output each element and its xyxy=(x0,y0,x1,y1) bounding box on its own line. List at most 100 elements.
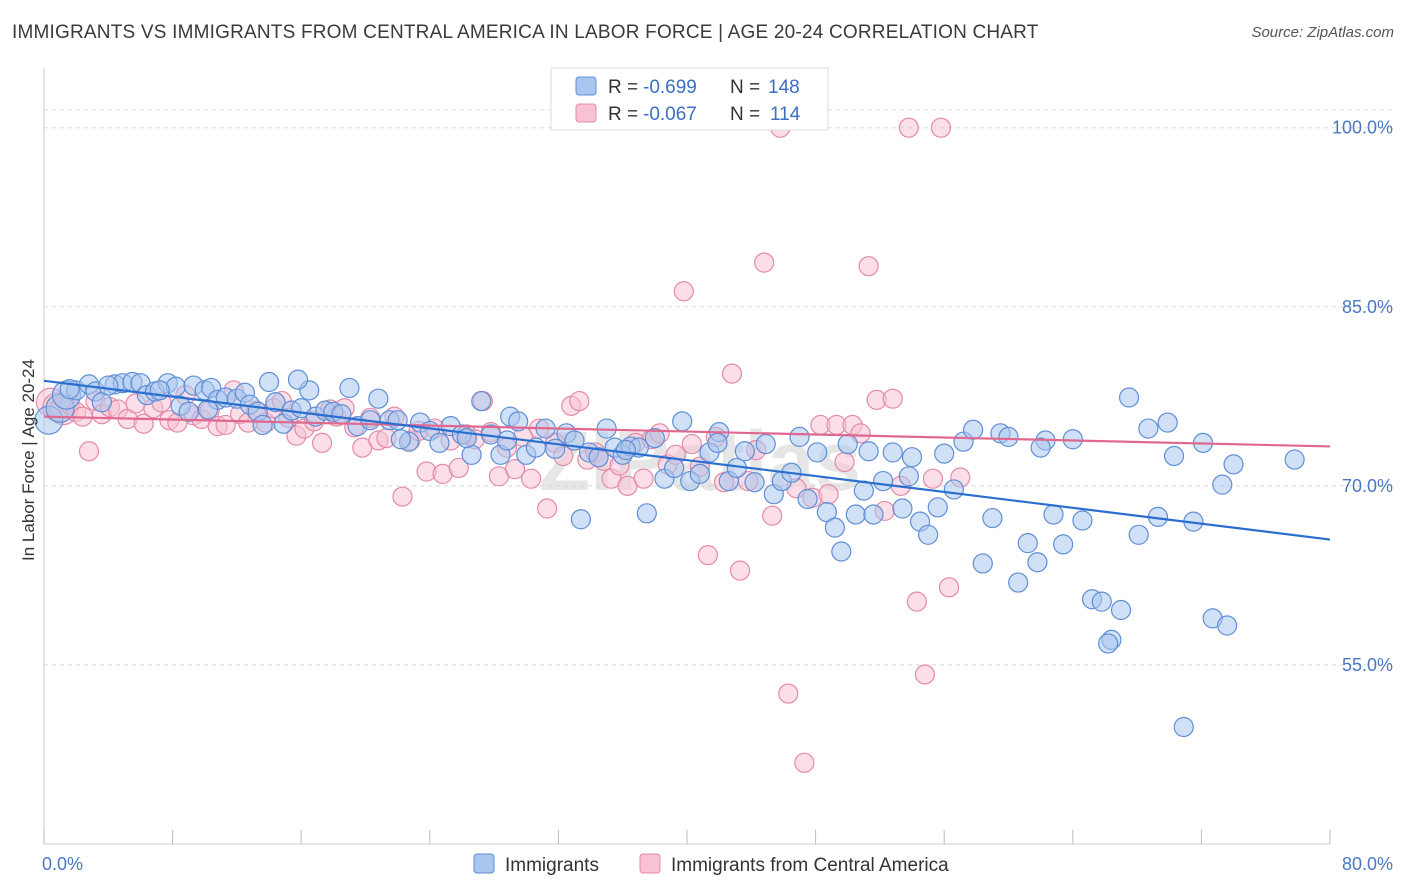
bottom-legend-swatch-blue xyxy=(473,853,495,874)
immigrants-point-72 xyxy=(664,457,685,479)
immigrants-point-99 xyxy=(901,447,923,468)
bottom-legend-central-america: Immigrants from Central America xyxy=(671,855,949,876)
immigrants-point-150 xyxy=(1284,449,1305,470)
immigrants-point-75 xyxy=(689,463,710,485)
immigrants-point-120 xyxy=(1091,591,1112,612)
immigrants-point-106 xyxy=(963,419,984,440)
y-tick-label-3: 100.0% xyxy=(1332,118,1393,138)
immigrants-point-63 xyxy=(588,447,609,468)
bottom-legend-immigrants: Immigrants xyxy=(505,855,599,876)
correlation-legend: R = -0.699 N = 148 R = -0.067 N = 114 xyxy=(550,67,829,131)
immigrants-point-111 xyxy=(1008,572,1029,593)
central-america-point-52 xyxy=(448,457,469,479)
central-america-point-91 xyxy=(762,505,783,526)
immigrants-point-91 xyxy=(831,541,852,562)
immigrants-point-146 xyxy=(898,466,919,487)
immigrants-point-80 xyxy=(734,441,755,462)
immigrants-point-139 xyxy=(287,369,309,390)
y-tick-label-2: 85.0% xyxy=(1342,297,1393,317)
immigrants-point-149 xyxy=(1217,615,1238,636)
central-america-point-87 xyxy=(729,560,751,581)
immigrants-point-92 xyxy=(837,433,858,455)
source-label: Source: ZipAtlas.com xyxy=(1251,24,1394,41)
immigrants-point-143 xyxy=(615,439,637,461)
immigrants-point-147 xyxy=(1030,437,1051,458)
legend-r-label-blue: R = xyxy=(608,77,638,98)
immigrants-point-133 xyxy=(1212,474,1233,495)
x-tick-label-0: 0.0% xyxy=(42,854,83,874)
central-america-point-112 xyxy=(930,117,952,138)
central-america-point-86 xyxy=(721,363,743,384)
central-america-point-110 xyxy=(914,664,936,685)
immigrants-point-88 xyxy=(807,442,828,463)
central-america-point-75 xyxy=(633,468,654,489)
central-america-point-83 xyxy=(697,544,718,566)
legend-n-value-blue: 148 xyxy=(768,77,800,98)
immigrants-point-70 xyxy=(644,427,665,449)
immigrants-point-93 xyxy=(845,504,866,525)
immigrants-point-98 xyxy=(892,498,913,519)
legend-n-label-blue: N = xyxy=(730,77,760,98)
central-america-point-111 xyxy=(922,468,944,489)
immigrants-point-101 xyxy=(918,524,939,545)
immigrants-point-16 xyxy=(178,401,199,422)
immigrants-point-116 xyxy=(1053,534,1074,555)
central-america-point-109 xyxy=(906,591,927,612)
immigrants-point-90 xyxy=(824,517,845,538)
axes xyxy=(43,68,1331,845)
immigrants-point-125 xyxy=(1138,418,1159,439)
immigrants-point-115 xyxy=(1043,504,1064,525)
immigrants-point-118 xyxy=(1072,510,1093,531)
immigrants-point-95 xyxy=(863,504,884,525)
immigrants-point-36 xyxy=(331,404,352,425)
immigrants-point-144 xyxy=(707,432,728,453)
central-america-point-59 xyxy=(504,459,526,480)
immigrants-point-37 xyxy=(339,377,360,399)
bottom-legend-swatch-pink xyxy=(639,853,661,874)
central-america-point-93 xyxy=(778,683,799,704)
immigrants-point-136 xyxy=(98,375,119,396)
immigrants-point-73 xyxy=(672,411,693,432)
central-america-point-98 xyxy=(818,484,839,505)
immigrants-point-69 xyxy=(636,503,657,524)
immigrants-point-27 xyxy=(258,371,280,393)
central-america-point-6 xyxy=(78,441,100,462)
central-america-point-100 xyxy=(834,451,855,473)
immigrants-point-97 xyxy=(882,442,903,463)
immigrants-point-124 xyxy=(1128,524,1149,545)
central-america-point-67 xyxy=(569,390,590,412)
y-tick-labels: 55.0% 70.0% 85.0% 100.0% xyxy=(1332,118,1393,675)
central-america-point-80 xyxy=(673,281,694,302)
immigrants-point-110 xyxy=(998,426,1019,447)
immigrants-point-123 xyxy=(1118,387,1140,408)
immigrants-point-46 xyxy=(429,432,450,453)
immigrants-point-104 xyxy=(943,479,964,500)
immigrants-point-50 xyxy=(471,390,492,412)
immigrants-point-140 xyxy=(390,429,411,450)
trend-line-central-america xyxy=(43,415,1331,448)
y-axis-label: In Labor Force | Age 20-24 xyxy=(19,359,38,561)
central-america-point-113 xyxy=(938,577,960,598)
central-america-point-103 xyxy=(858,256,879,277)
immigrants-point-26 xyxy=(252,414,273,436)
series-immigrants-points xyxy=(34,369,1305,738)
central-america-point-45 xyxy=(392,486,413,507)
immigrants-point-142 xyxy=(496,430,518,451)
y-tick-label-0: 55.0% xyxy=(1342,655,1393,675)
x-tick-label-1: 80.0% xyxy=(1342,854,1393,874)
immigrants-point-127 xyxy=(1157,412,1178,433)
immigrants-point-103 xyxy=(934,443,955,464)
immigrants-point-96 xyxy=(873,470,894,492)
immigrants-point-28 xyxy=(265,392,286,413)
immigrants-point-107 xyxy=(972,553,993,574)
immigrants-point-81 xyxy=(744,472,765,493)
central-america-point-61 xyxy=(520,468,542,489)
central-america-point-35 xyxy=(311,432,333,453)
immigrants-point-61 xyxy=(570,509,592,530)
chart-title: IMMIGRANTS VS IMMIGRANTS FROM CENTRAL AM… xyxy=(12,22,1039,43)
immigrants-point-148 xyxy=(1098,633,1119,654)
legend-swatch-blue xyxy=(575,76,597,96)
trend-line-immigrants xyxy=(43,379,1331,541)
legend-r-label-pink: R = xyxy=(608,104,638,125)
